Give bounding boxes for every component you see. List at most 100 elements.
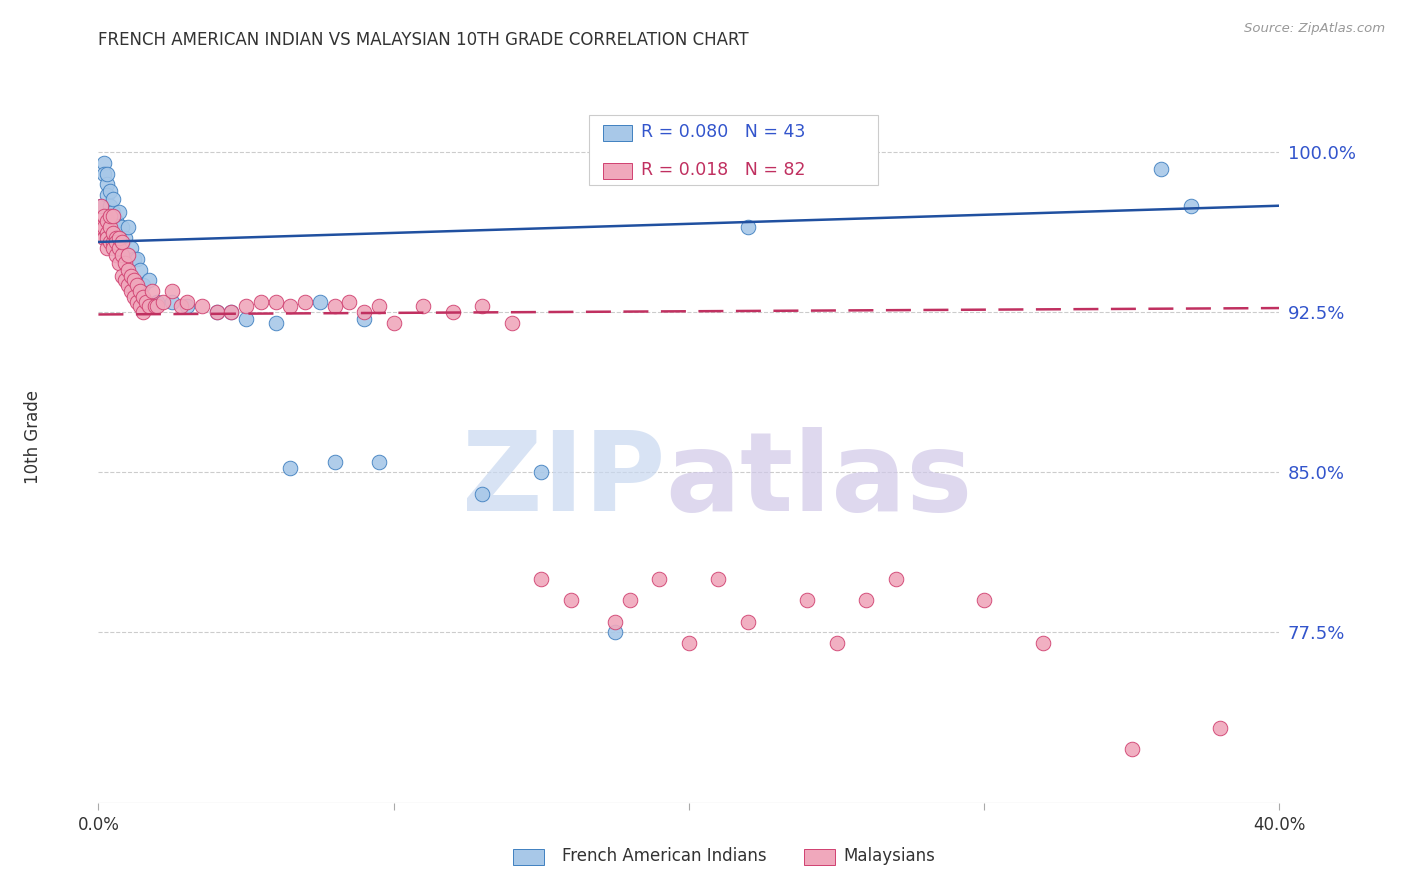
Point [120,284,142,298]
Point [278,461,302,475]
Point [103,205,125,219]
Point [471,486,494,500]
Point [108,256,131,270]
Point [114,273,136,287]
Point [105,235,128,249]
Text: Source: ZipAtlas.com: Source: ZipAtlas.com [1244,22,1385,36]
Point [973,593,995,607]
Point [605,615,627,629]
Text: 0.0%: 0.0% [77,815,120,834]
Point [98,184,121,198]
Point [135,294,157,309]
Point [191,299,214,313]
Point [128,262,150,277]
Point [250,294,273,309]
Point [132,277,155,292]
Point [353,311,375,326]
Point [205,305,228,319]
Point [132,305,155,319]
Point [235,299,257,313]
Point [105,230,128,244]
Point [825,636,848,650]
Point [235,311,257,326]
Point [103,235,125,249]
Point [90,220,112,235]
Point [96,213,118,227]
Text: 40.0%: 40.0% [1253,815,1306,834]
Point [122,252,145,266]
Point [170,299,193,313]
Point [205,305,228,319]
Point [120,241,142,255]
Point [98,210,121,224]
Point [117,262,139,277]
Point [111,235,134,249]
Point [96,230,118,244]
Point [117,248,139,262]
Point [162,294,183,309]
Point [471,299,494,313]
Point [323,299,346,313]
Point [796,593,818,607]
Point [105,230,128,244]
Point [96,178,118,192]
Point [138,273,160,287]
Point [111,241,134,255]
Point [368,299,391,313]
Point [98,220,121,235]
Point [264,316,287,330]
Point [138,299,160,313]
Point [737,220,759,235]
Point [117,248,139,262]
Text: atlas: atlas [665,427,973,534]
Point [884,572,907,586]
Point [117,277,139,292]
Point [219,305,242,319]
Point [141,284,163,298]
Point [382,316,405,330]
Point [219,305,242,319]
Bar [804,849,835,865]
Point [619,593,641,607]
Point [120,269,142,284]
Point [1121,742,1143,756]
Point [93,220,115,235]
Point [98,199,121,213]
Point [90,199,112,213]
Point [108,241,131,255]
Text: 10th Grade: 10th Grade [24,390,42,484]
Point [98,235,121,249]
Point [96,188,118,202]
Point [93,210,115,224]
Point [103,192,125,206]
Point [108,205,131,219]
Point [353,305,375,319]
Point [737,615,759,629]
Point [96,227,118,241]
Point [125,252,148,266]
Point [111,220,134,235]
Point [1150,162,1173,177]
Point [162,284,183,298]
Bar [603,125,633,141]
Point [108,230,131,244]
Point [128,299,150,313]
Text: Malaysians: Malaysians [844,847,935,865]
Point [128,284,150,298]
Point [412,299,434,313]
Point [855,593,877,607]
Point [103,241,125,255]
Point [114,230,136,244]
Point [176,299,198,313]
Point [96,241,118,255]
Point [96,167,118,181]
Point [93,167,115,181]
Point [605,625,627,640]
Point [111,248,134,262]
Text: R = 0.080   N = 43: R = 0.080 N = 43 [641,123,804,141]
Point [648,572,671,586]
Point [278,299,302,313]
Point [93,230,115,244]
Point [309,294,332,309]
Point [146,299,169,313]
